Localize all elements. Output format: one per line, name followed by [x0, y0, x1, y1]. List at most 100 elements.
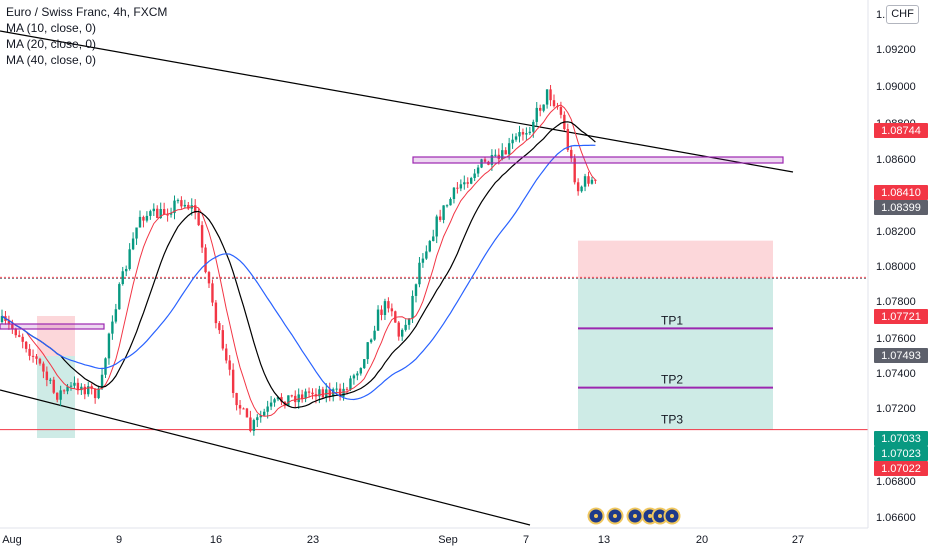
candle [97, 385, 100, 400]
candle [131, 232, 135, 251]
candle [121, 266, 124, 286]
candle [380, 305, 383, 321]
zone-rectangles [0, 156, 784, 330]
candle-body [76, 382, 80, 391]
candle-body [442, 205, 445, 220]
candle-body [214, 302, 218, 324]
candle [383, 298, 387, 320]
candle [456, 182, 459, 194]
candle [438, 209, 442, 222]
candle-body [256, 417, 259, 421]
candle-body [404, 324, 407, 330]
candle-body [166, 214, 169, 216]
flag-icon-dot [670, 514, 674, 518]
candle [425, 245, 428, 260]
candle-body [401, 329, 404, 337]
candle-body [435, 216, 438, 237]
candle-body [421, 258, 425, 263]
candle-body [504, 150, 507, 155]
candle-body [501, 150, 504, 159]
candle [221, 325, 224, 351]
candle-body [266, 406, 269, 412]
candle-body [425, 251, 428, 259]
candle-body [231, 369, 235, 393]
candle-body [376, 309, 380, 331]
candle [307, 387, 311, 398]
candle-body [128, 249, 131, 269]
candle [62, 389, 66, 395]
candle-body [390, 308, 394, 312]
candle-body [21, 336, 24, 342]
candle [252, 418, 256, 436]
candle-body [242, 408, 245, 410]
candle [28, 344, 31, 361]
tp-label: TP1 [661, 313, 683, 327]
candle-body [507, 143, 511, 155]
candle [570, 145, 573, 163]
candle-body [528, 131, 532, 134]
candle [93, 388, 97, 404]
legend-ma20[interactable]: MA (20, close, 0) [6, 37, 97, 51]
currency-button[interactable]: CHF [886, 5, 919, 24]
candle [528, 126, 532, 136]
price-tick-label: 1.07400 [876, 368, 916, 380]
time-tick-label: Sep [438, 534, 458, 546]
candle-body [269, 402, 273, 407]
candle-body [221, 330, 224, 349]
candle [59, 385, 62, 407]
candle [135, 227, 138, 245]
price-badge-label: 1.08399 [881, 202, 921, 214]
candle [152, 203, 155, 217]
position-zones [37, 240, 773, 438]
candle [483, 156, 487, 164]
candle-body [173, 200, 176, 214]
candle [107, 332, 111, 365]
price-badge: 1.07493 [874, 348, 928, 363]
candle-body [225, 348, 228, 361]
candle [594, 179, 597, 184]
candle [166, 208, 169, 222]
candle [590, 177, 594, 185]
candle-body [345, 388, 349, 390]
candle-body [473, 173, 476, 179]
candle-body [428, 241, 431, 252]
candle [539, 104, 542, 117]
candle [90, 383, 93, 395]
candle-body [445, 205, 449, 207]
candle [466, 177, 469, 188]
candle [111, 315, 114, 340]
candle-body [494, 154, 497, 156]
price-badge: 1.07033 [874, 431, 928, 446]
candle-body [594, 179, 597, 181]
candle-body [42, 363, 45, 372]
candle [359, 367, 362, 376]
candle-body [414, 284, 418, 296]
candle [390, 303, 394, 317]
legend-ma10[interactable]: MA (10, close, 0) [6, 21, 97, 35]
time-axis[interactable]: Aug 9 16 23 Sep 7 13 20 27 [0, 527, 868, 546]
price-badge-label: 1.07033 [881, 433, 921, 445]
candle-body [245, 408, 249, 418]
candle [349, 375, 352, 392]
candle-body [152, 208, 155, 212]
candle-body [397, 322, 400, 337]
candle-body [194, 205, 197, 213]
candle [290, 394, 293, 398]
candle [311, 388, 314, 400]
candle [363, 359, 366, 369]
candle-body [66, 386, 69, 392]
candle [76, 378, 80, 395]
candle-body [138, 216, 142, 228]
candle-body [456, 187, 459, 189]
candle-body [580, 186, 583, 192]
legend-ma40[interactable]: MA (40, close, 0) [6, 53, 97, 67]
price-badge-bg [874, 431, 928, 446]
candle-body [200, 225, 204, 248]
candle-body [197, 212, 200, 226]
time-tick-label: 7 [523, 534, 529, 546]
candle [366, 342, 369, 364]
candle [0, 309, 4, 325]
event-icon [663, 507, 681, 525]
candle-body [311, 392, 314, 395]
